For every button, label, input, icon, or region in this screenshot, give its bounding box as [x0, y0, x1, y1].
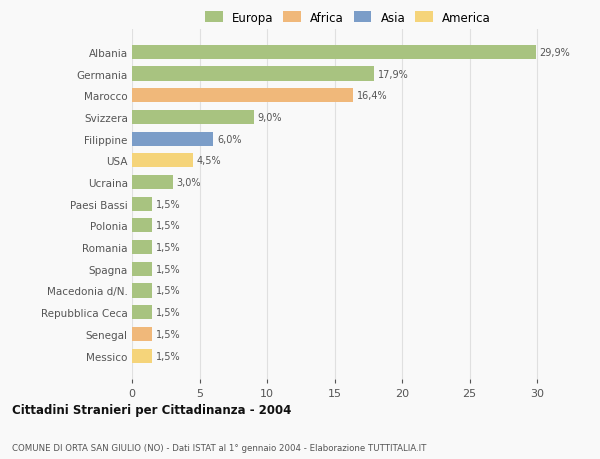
- Text: 17,9%: 17,9%: [378, 69, 409, 79]
- Bar: [132, 219, 152, 233]
- Bar: [132, 262, 152, 276]
- Bar: [132, 197, 152, 211]
- Text: 1,5%: 1,5%: [156, 199, 181, 209]
- Text: 1,5%: 1,5%: [156, 242, 181, 252]
- Text: 16,4%: 16,4%: [358, 91, 388, 101]
- Bar: [132, 327, 152, 341]
- Bar: [132, 67, 374, 81]
- Bar: [132, 154, 193, 168]
- Text: Cittadini Stranieri per Cittadinanza - 2004: Cittadini Stranieri per Cittadinanza - 2…: [12, 403, 292, 416]
- Text: 6,0%: 6,0%: [217, 134, 242, 144]
- Bar: [132, 349, 152, 363]
- Text: 3,0%: 3,0%: [176, 178, 201, 188]
- Text: 29,9%: 29,9%: [540, 48, 571, 58]
- Bar: [132, 132, 213, 146]
- Bar: [132, 284, 152, 298]
- Bar: [132, 241, 152, 255]
- Bar: [132, 89, 353, 103]
- Text: COMUNE DI ORTA SAN GIULIO (NO) - Dati ISTAT al 1° gennaio 2004 - Elaborazione TU: COMUNE DI ORTA SAN GIULIO (NO) - Dati IS…: [12, 443, 427, 452]
- Text: 1,5%: 1,5%: [156, 264, 181, 274]
- Bar: [132, 46, 536, 60]
- Bar: [132, 176, 173, 190]
- Text: 1,5%: 1,5%: [156, 286, 181, 296]
- Legend: Europa, Africa, Asia, America: Europa, Africa, Asia, America: [202, 8, 494, 28]
- Text: 4,5%: 4,5%: [197, 156, 221, 166]
- Text: 9,0%: 9,0%: [257, 112, 282, 123]
- Text: 1,5%: 1,5%: [156, 329, 181, 339]
- Text: 1,5%: 1,5%: [156, 308, 181, 318]
- Bar: [132, 111, 254, 125]
- Text: 1,5%: 1,5%: [156, 221, 181, 231]
- Bar: [132, 305, 152, 319]
- Text: 1,5%: 1,5%: [156, 351, 181, 361]
